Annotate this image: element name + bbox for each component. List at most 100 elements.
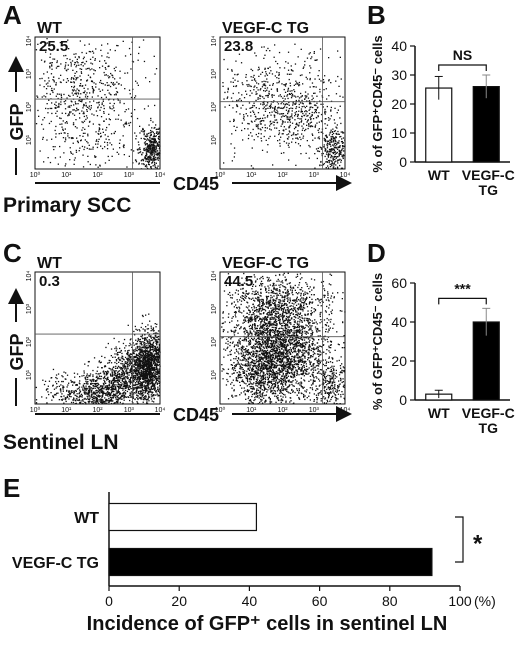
flow-dots-4 <box>221 272 346 405</box>
flow-dots-3 <box>35 313 161 405</box>
svg-text:CD45: CD45 <box>173 174 219 194</box>
significance-label: NS <box>453 47 472 63</box>
bar-vegf-c-tg <box>472 85 500 163</box>
flow-x-tick: 10⁰ <box>215 171 226 179</box>
category-label: WT <box>74 510 99 527</box>
flow-x-tick: 10² <box>92 172 103 179</box>
y-tick-label: 20 <box>391 353 407 369</box>
flow-group-label: WT <box>37 255 62 272</box>
chart-d: 0 20 40 60 % of GFP⁺CD45⁻ cells WT VEGF-C TG *** <box>370 273 515 436</box>
flow-y-tick: 10⁴ <box>211 271 218 282</box>
category-label: VEGF-C TG <box>462 167 515 198</box>
flow-y-tick: 10² <box>26 101 33 112</box>
flow-y-tick: 10¹ <box>211 134 218 145</box>
flow-plot-frame <box>219 271 346 405</box>
panel-letter-a: A <box>3 0 22 30</box>
category-label: VEGF-C TG <box>12 555 99 572</box>
flow-x-tick: 10⁴ <box>155 172 166 179</box>
flow-dots-2 <box>222 43 346 170</box>
chart-b: 0 10 20 30 40 % of GFP⁺CD45⁻ cells WT VEGF-C TG N… <box>370 35 515 198</box>
flow-y-tick: 10¹ <box>26 134 33 145</box>
y-tick-label: 40 <box>391 38 407 54</box>
flow-x-tick: 10⁴ <box>340 407 351 414</box>
y-tick-label: 20 <box>391 96 407 112</box>
x-tick-label: 100 <box>448 593 472 609</box>
bar-vegf-c-tg <box>108 547 433 577</box>
panel-letter-e: E <box>3 473 20 503</box>
flow-plot-3: WT0.3 10⁰ 10¹ 10² 10³ 10⁴ 10¹ 10² 10³ 10⁴ <box>26 255 165 414</box>
flow-x-tick: 10⁴ <box>155 407 166 414</box>
y-tick-label: 10 <box>391 125 407 141</box>
significance-label: * <box>473 531 483 558</box>
flow-x-tick: 10¹ <box>61 172 72 179</box>
significance-bracket <box>455 516 464 563</box>
x-tick-label: 0 <box>105 593 113 609</box>
panel-letter-c: C <box>3 238 22 268</box>
significance-label: *** <box>454 280 471 296</box>
flow-y-tick: 10¹ <box>211 369 218 380</box>
flow-percent-label: 23.8 <box>224 38 253 55</box>
y-tick-label: 0 <box>399 392 407 408</box>
flow-y-tick: 10³ <box>211 303 218 314</box>
bar-wt <box>425 87 453 163</box>
svg-text:GFP: GFP <box>7 103 27 140</box>
flow-group-label: VEGF-C TG <box>222 20 309 37</box>
x-axis-title: Incidence of GFP⁺ cells in sentinel LN <box>87 613 448 635</box>
category-label: WT <box>428 167 450 183</box>
category-label: VEGF-C TG <box>462 405 515 436</box>
y-tick-label: 30 <box>391 67 407 83</box>
y-axis-title: % of GFP⁺CD45⁻ cells <box>370 35 385 172</box>
x-tick-label: 80 <box>382 593 398 609</box>
flow-group-label: WT <box>37 20 62 37</box>
flow-x-tick: 10¹ <box>246 172 257 179</box>
chart-e: 0 20 40 60 80 100 (%) Incidence of GFP⁺ cells i… <box>12 492 496 635</box>
flow-x-tick: 10³ <box>309 407 320 414</box>
y-axis-title: % of GFP⁺CD45⁻ cells <box>370 273 385 410</box>
flow-x-tick: 10⁰ <box>30 171 41 179</box>
section-label-sentinel-ln: Sentinel LN <box>3 431 119 454</box>
flow-y-tick: 10² <box>211 336 218 347</box>
section-label-primary-scc: Primary SCC <box>3 194 131 217</box>
flow-y-tick: 10³ <box>211 68 218 79</box>
flow-plot-frame <box>34 36 161 170</box>
x-unit-label: (%) <box>474 593 496 609</box>
flow-y-tick: 10⁴ <box>211 36 218 47</box>
flow-x-tick: 10¹ <box>61 407 72 414</box>
category-label: WT <box>428 405 450 421</box>
y-tick-label: 0 <box>399 154 407 170</box>
flow-group-label: VEGF-C TG <box>222 255 309 272</box>
cd45-axis-label-top: CD45 <box>35 174 352 194</box>
flow-x-tick: 10⁴ <box>340 172 351 179</box>
gfp-axis-label-bottom: GFP <box>7 288 27 406</box>
significance-bracket <box>438 64 487 71</box>
flow-x-tick: 10³ <box>309 172 320 179</box>
flow-x-tick: 10² <box>92 407 103 414</box>
y-tick-label: 40 <box>391 314 407 330</box>
flow-x-tick: 10⁰ <box>30 406 41 414</box>
svg-text:CD45: CD45 <box>173 405 219 425</box>
flow-plot-frame <box>34 271 161 405</box>
flow-percent-label: 25.5 <box>39 38 68 55</box>
x-tick-label: 20 <box>171 593 187 609</box>
flow-plot-frame <box>219 36 346 170</box>
x-tick-label: 60 <box>312 593 328 609</box>
y-tick-label: 60 <box>391 275 407 291</box>
flow-y-tick: 10² <box>26 336 33 347</box>
flow-x-tick: 10⁰ <box>215 406 226 414</box>
flow-x-tick: 10³ <box>124 407 135 414</box>
flow-y-tick: 10² <box>211 101 218 112</box>
flow-y-tick: 10¹ <box>26 369 33 380</box>
flow-y-tick: 10⁴ <box>26 36 33 47</box>
flow-x-tick: 10² <box>277 172 288 179</box>
flow-percent-label: 0.3 <box>39 273 60 290</box>
bar-wt <box>108 502 258 532</box>
flow-percent-label: 44.5 <box>224 273 253 290</box>
svg-text:GFP: GFP <box>7 333 27 370</box>
flow-y-tick: 10³ <box>26 68 33 79</box>
gfp-axis-label-top: GFP <box>7 56 27 175</box>
flow-y-tick: 10⁴ <box>26 271 33 282</box>
